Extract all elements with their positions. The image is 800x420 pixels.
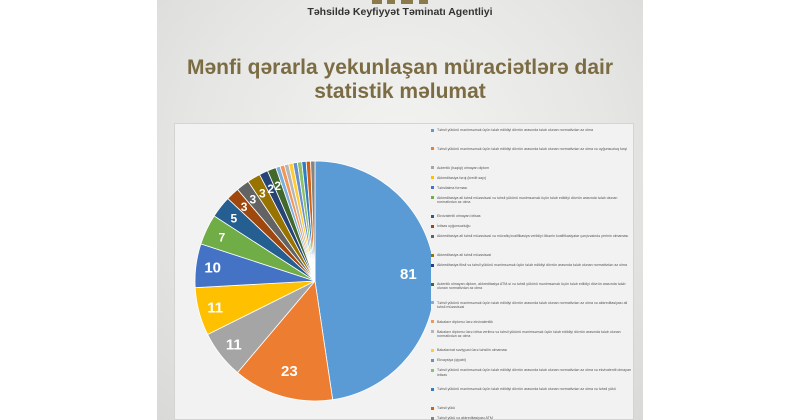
legend-swatch (431, 320, 434, 324)
legend-swatch (431, 186, 434, 190)
slice-value-label: 7 (218, 231, 225, 245)
slice-value-label: 11 (226, 337, 242, 354)
legend-entry: Bakalavr diplomu üzrə ekvivalentlik (431, 320, 631, 324)
legend-entry: Təhsil yükü və akkreditasiyası ATM (431, 416, 631, 420)
legend-entry: Ekvaysiya (qiyabi) (431, 358, 631, 362)
legend-entry: Akkreditasiya fiksil və təhsil yükünü mə… (431, 263, 631, 267)
agency-name: Təhsildə Keyfiyyət Təminatı Agentliyi (307, 6, 493, 18)
legend-label: Təhsil yükünü mənimsəmək üçün tələb edil… (437, 300, 628, 310)
legend-swatch (431, 128, 434, 132)
legend-entry: Akkreditasiya ali təhsil müəssisəsi (431, 253, 631, 257)
legend-swatch (431, 147, 434, 151)
legend-entry: Təhsil yükü (431, 406, 631, 410)
agency-logo-icon (372, 0, 428, 4)
legend-label: Autentik olmayan diplom, akkreditasiya A… (437, 282, 626, 291)
slice-value-label: 23 (281, 363, 298, 380)
pie-slice (310, 160, 316, 282)
legend-entry: Təhsil yükünü mənimsəmək üçün tələb edil… (431, 147, 631, 151)
legend-label: Akkreditasiya ali təhsil müəssisəsi və t… (437, 195, 618, 204)
legend-swatch (431, 166, 434, 170)
legend-swatch (431, 176, 434, 180)
legend-entry: Akkreditasiya fərqi (kredit sayı) (431, 176, 631, 180)
legend-label: Akkreditasiya ali təhsil müəssisəsi və m… (437, 234, 629, 239)
legend-entry: Autentik (həqiqi) olmayan diplom (431, 166, 631, 170)
legend-entry: Təhsil yükünü mənimsəmək üçün tələb edil… (431, 301, 631, 310)
legend-swatch (431, 214, 434, 218)
slice-value-label: 2 (267, 182, 274, 196)
legend-swatch (431, 282, 434, 286)
legend-label: Təhsil yükünü mənimsəmək üçün tələb edil… (437, 387, 616, 392)
slice-value-label: 2 (274, 179, 281, 193)
legend-swatch (431, 224, 434, 228)
legend-label: Bakalavrıat səviyyəsi üzrə təhsilin olma… (437, 348, 508, 353)
legend-swatch (431, 234, 434, 238)
legend-swatch (431, 330, 434, 334)
legend-swatch (431, 358, 434, 362)
legend-label: Akkreditasiya fiksil və təhsil yükünü mə… (437, 263, 627, 268)
legend-swatch (431, 416, 434, 420)
legend-label: Autentik (həqiqi) olmayan diplom (437, 165, 490, 170)
legend-entry: Təhsil yükünü mənimsəmək üçün tələb edil… (431, 368, 631, 377)
legend-label: Təhsil yükü və akkreditasiyası ATM (437, 416, 493, 420)
legend-label: İxtisas uyğunsuzluğu (437, 224, 471, 229)
legend-label: Təhsil yükünü mənimsəmək üçün tələb edil… (437, 368, 631, 377)
legend-swatch (431, 368, 434, 372)
legend-swatch (431, 348, 434, 352)
legend-label: Təhsilalma forması (437, 185, 468, 190)
slice-value-label: 11 (207, 299, 223, 316)
legend-entry: Bakalavr diplomu üzrə ixtisa verilmə və … (431, 330, 631, 339)
slice-value-label: 10 (204, 260, 221, 277)
legend-label: Təhsil yükünü mənimsəmək üçün tələb edil… (437, 146, 627, 151)
slice-value-label: 3 (249, 193, 256, 207)
legend-label: Bakalavr diplomu üzrə ekvivalentlik (437, 319, 493, 324)
legend-entry: Ekvivalentli olmayan ixtisas (431, 214, 631, 218)
legend-label: Təhsil yükünü mənimsəmək üçün tələb edil… (437, 128, 594, 132)
legend-label: Təhsil yükü (437, 406, 456, 410)
legend-entry: Akkreditasiya ali təhsil müəssisəsi və m… (431, 234, 631, 238)
pie-slice (236, 280, 334, 402)
legend-swatch (431, 253, 434, 257)
legend-entry: Təhsilalma forması (431, 186, 631, 190)
legend-swatch (431, 301, 434, 305)
legend-swatch (431, 406, 434, 410)
page-title: Mənfi qərarla yekunlaşan müraciətlərə da… (157, 56, 643, 104)
slice-value-label: 3 (259, 186, 266, 200)
legend-entry: İxtisas uyğunsuzluğu (431, 224, 631, 228)
slice-value-label: 81 (400, 266, 417, 283)
legend-swatch (431, 387, 434, 391)
legend-entry: Təhsil yükünü mənimsəmək üçün tələb edil… (431, 387, 631, 391)
legend-label: Ekvivalentli olmayan ixtisas (437, 214, 481, 219)
legend-label: Bakalavr diplomu üzrə ixtisa verilmə və … (437, 329, 621, 338)
slice-value-label: 5 (230, 211, 237, 225)
legend-entry: Akkreditasiya ali təhsil müəssisəsi və t… (431, 196, 631, 205)
pie-slice (314, 160, 431, 401)
page-title-line1: Mənfi qərarla yekunlaşan müraciətlərə da… (186, 56, 614, 79)
page-title-line2: statistik məlumat (314, 80, 486, 103)
legend-label: Akkreditasiya ali təhsil müəssisəsi (437, 253, 492, 258)
slide-page: Təhsildə Keyfiyyət Təminatı Agentliyi Mə… (157, 0, 643, 420)
pie-chart-card: 81 23 11 11 10 7 5 3 3 3 2 2 Təhsil yükünü mənimsəm… (174, 123, 634, 420)
legend-label: Akkreditasiya fərqi (kredit sayı) (437, 175, 487, 180)
legend-swatch (431, 196, 434, 200)
legend-swatch (431, 263, 434, 267)
legend-label: Ekvaysiya (qiyabi) (437, 358, 466, 363)
legend-entry: Təhsil yükünü mənimsəmək üçün tələb edil… (431, 128, 631, 132)
legend-entry: Autentik olmayan diplom, akkreditasiya A… (431, 282, 631, 291)
legend-entry: Bakalavrıat səviyyəsi üzrə təhsilin olma… (431, 348, 631, 352)
slice-value-label: 3 (241, 200, 248, 214)
